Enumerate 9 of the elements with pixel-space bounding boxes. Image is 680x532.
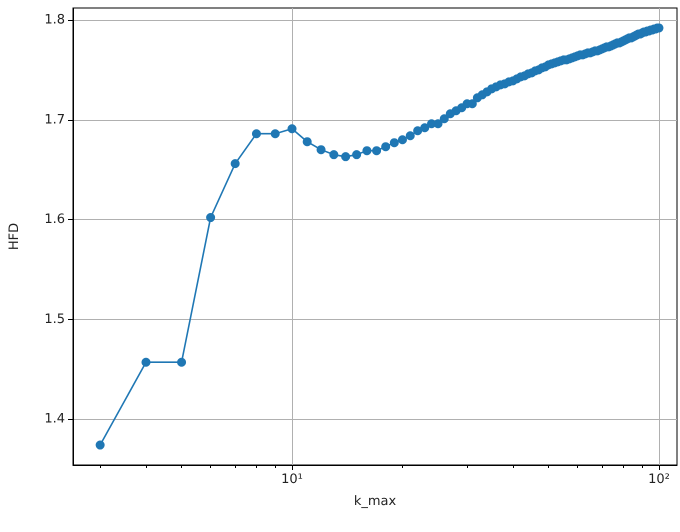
y-tick-label: 1.6 xyxy=(44,212,65,228)
y-tick-label: 1.8 xyxy=(44,12,65,28)
x-tick-label: 10¹ xyxy=(281,472,303,487)
x-axis-title: k_max xyxy=(354,494,396,509)
y-tick-label: 1.4 xyxy=(44,412,65,427)
x-tick-label: 10² xyxy=(648,472,670,487)
y-axis-title: HFD xyxy=(7,222,22,250)
y-tick-label: 1.5 xyxy=(44,312,65,327)
y-tick-label: 1.7 xyxy=(44,112,65,128)
